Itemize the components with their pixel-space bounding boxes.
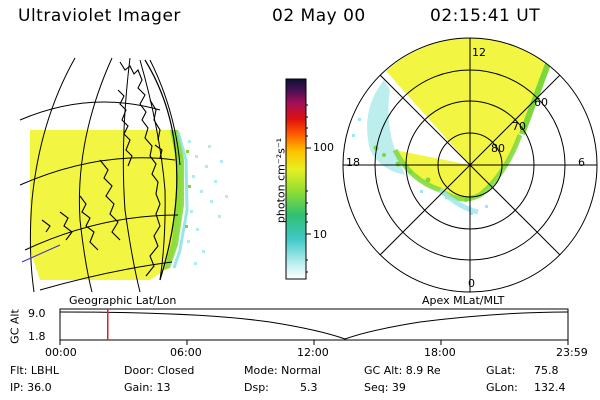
time-tick-4: 23:59 bbox=[556, 346, 588, 359]
colorbar-tick-10: 10 bbox=[313, 228, 327, 241]
lat-label-60: 60 bbox=[534, 96, 548, 109]
mlt-label-18: 18 bbox=[346, 156, 360, 169]
geographic-map bbox=[19, 57, 228, 293]
altitude-curve bbox=[59, 311, 569, 340]
time-tick-2: 12:00 bbox=[297, 346, 329, 359]
seq-info: Seq: 39 bbox=[364, 381, 406, 394]
glon-value: 132.4 bbox=[534, 381, 566, 394]
mlt-label-6: 6 bbox=[578, 156, 585, 169]
colorbar-unit-label: photon cm⁻²s⁻¹ bbox=[274, 137, 288, 224]
mode-info: Mode: Normal bbox=[244, 364, 321, 377]
glat-label: GLat: bbox=[486, 364, 516, 377]
time-tick-1: 06:00 bbox=[170, 346, 202, 359]
ip-info: IP: 36.0 bbox=[10, 381, 52, 394]
polar-plot bbox=[342, 37, 598, 293]
dsp-label: Dsp: bbox=[244, 381, 269, 394]
alt-tick-low: 1.8 bbox=[28, 330, 46, 343]
dsp-value: 5.3 bbox=[300, 381, 318, 394]
filter-info: Flt: LBHL bbox=[10, 364, 59, 377]
gain-info: Gain: 13 bbox=[124, 381, 171, 394]
lat-label-70: 70 bbox=[512, 120, 526, 133]
altitude-plot bbox=[59, 308, 569, 345]
apex-label: Apex MLat/MLT bbox=[422, 294, 505, 307]
time-tick-3: 18:00 bbox=[424, 346, 456, 359]
colorbar-tick-100: 100 bbox=[313, 141, 334, 154]
glat-value: 75.8 bbox=[534, 364, 559, 377]
gc-alt-info: GC Alt: 8.9 Re bbox=[364, 364, 441, 377]
alt-axis-label: GC Alt bbox=[8, 309, 22, 344]
colorbar bbox=[285, 78, 307, 280]
geographic-label: Geographic Lat/Lon bbox=[69, 294, 177, 307]
door-info: Door: Closed bbox=[124, 364, 195, 377]
glon-label: GLon: bbox=[486, 381, 518, 394]
instrument-title: Ultraviolet Imager bbox=[18, 6, 181, 26]
mlt-label-12: 12 bbox=[472, 46, 486, 59]
alt-tick-high: 9.0 bbox=[28, 307, 46, 320]
time-tick-0: 00:00 bbox=[45, 346, 77, 359]
date-label: 02 May 00 bbox=[272, 6, 366, 26]
time-label: 02:15:41 UT bbox=[430, 6, 541, 26]
lat-label-80: 80 bbox=[491, 142, 505, 155]
mlt-label-0: 0 bbox=[468, 277, 475, 290]
